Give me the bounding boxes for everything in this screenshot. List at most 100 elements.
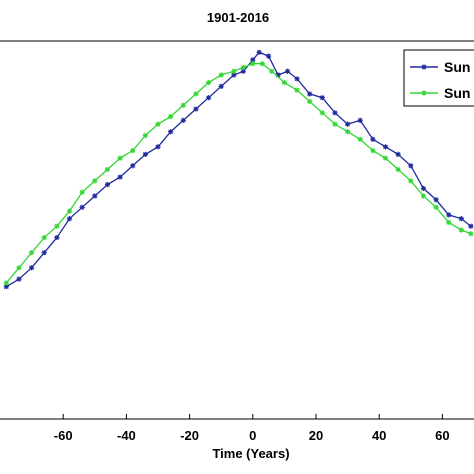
data-point bbox=[284, 68, 291, 74]
data-point bbox=[205, 79, 212, 86]
series-layer bbox=[3, 49, 474, 290]
data-point bbox=[231, 72, 237, 78]
x-tick-label: 60 bbox=[435, 428, 449, 443]
data-point bbox=[370, 148, 376, 154]
x-tick-label: 40 bbox=[372, 428, 386, 443]
data-point bbox=[54, 234, 60, 241]
data-point bbox=[240, 64, 246, 71]
legend-box bbox=[403, 49, 474, 107]
data-point bbox=[117, 155, 123, 161]
data-point bbox=[408, 163, 414, 169]
data-point bbox=[307, 98, 313, 105]
data-point bbox=[370, 136, 376, 142]
data-point bbox=[250, 57, 256, 63]
data-point bbox=[155, 144, 161, 150]
data-point bbox=[382, 155, 389, 161]
data-point bbox=[79, 204, 85, 210]
legend-label: Sun bbox=[444, 85, 470, 101]
data-point bbox=[468, 223, 474, 229]
data-point bbox=[29, 250, 35, 256]
data-point bbox=[319, 110, 325, 116]
data-point bbox=[130, 148, 136, 154]
data-point bbox=[269, 68, 275, 74]
data-point bbox=[259, 61, 265, 67]
data-point bbox=[193, 106, 199, 112]
data-point bbox=[168, 129, 174, 135]
data-point bbox=[54, 223, 60, 229]
plot-area bbox=[0, 40, 474, 420]
data-point bbox=[256, 49, 262, 55]
data-point bbox=[420, 185, 427, 192]
data-point bbox=[307, 91, 313, 97]
data-point bbox=[458, 216, 464, 222]
legend-label: Sun bbox=[444, 59, 470, 75]
data-point bbox=[29, 265, 35, 271]
data-point bbox=[168, 114, 174, 120]
x-tick-label: -60 bbox=[54, 428, 73, 443]
data-point bbox=[250, 61, 256, 67]
legend-marker bbox=[421, 64, 427, 70]
data-point bbox=[3, 280, 9, 286]
data-point bbox=[205, 95, 212, 101]
x-tick-label: -20 bbox=[180, 428, 199, 443]
data-point bbox=[180, 117, 186, 123]
data-point bbox=[193, 91, 199, 97]
data-point bbox=[16, 265, 22, 271]
data-point bbox=[41, 234, 47, 241]
data-point bbox=[240, 68, 246, 74]
data-point bbox=[92, 193, 98, 199]
data-point bbox=[218, 72, 224, 78]
x-tick-label: 0 bbox=[249, 428, 256, 443]
data-point bbox=[16, 276, 22, 282]
data-point bbox=[332, 110, 338, 116]
data-point bbox=[294, 87, 300, 93]
data-point bbox=[104, 182, 111, 188]
data-point bbox=[3, 284, 9, 290]
data-point bbox=[66, 216, 73, 222]
data-point bbox=[294, 76, 300, 82]
data-point bbox=[408, 178, 414, 184]
data-point bbox=[142, 132, 148, 139]
data-point bbox=[345, 121, 351, 127]
series-1 bbox=[3, 49, 474, 290]
data-point bbox=[446, 219, 452, 226]
x-tick-label: 20 bbox=[309, 428, 323, 443]
data-point bbox=[357, 136, 363, 142]
series-2 bbox=[3, 61, 474, 286]
legend: Sun Sun bbox=[403, 49, 474, 107]
chart-title: 1901-2016 bbox=[207, 10, 269, 25]
data-point bbox=[275, 72, 281, 78]
data-point bbox=[130, 163, 136, 169]
data-point bbox=[104, 166, 111, 173]
data-point bbox=[180, 102, 186, 108]
data-point bbox=[92, 178, 98, 184]
data-point bbox=[231, 68, 237, 74]
data-point bbox=[395, 151, 401, 157]
data-point bbox=[446, 212, 452, 218]
data-point bbox=[155, 121, 161, 127]
data-point bbox=[281, 79, 287, 86]
data-point bbox=[433, 197, 439, 203]
data-point bbox=[395, 166, 401, 173]
data-point bbox=[332, 121, 338, 127]
data-point bbox=[382, 144, 389, 150]
data-point bbox=[345, 129, 351, 135]
series-line bbox=[5, 51, 472, 288]
data-point bbox=[142, 151, 148, 157]
x-axis: -60 -40 -20 0 20 40 60 bbox=[54, 414, 450, 443]
data-point bbox=[420, 193, 427, 199]
data-point bbox=[266, 53, 272, 59]
legend-marker bbox=[421, 90, 427, 96]
x-axis-label: Time (Years) bbox=[212, 446, 289, 461]
data-point bbox=[319, 95, 325, 101]
data-point bbox=[66, 208, 73, 214]
data-point bbox=[433, 204, 439, 210]
data-point bbox=[468, 231, 474, 237]
data-point bbox=[458, 227, 464, 233]
data-point bbox=[41, 250, 47, 256]
data-point bbox=[117, 174, 123, 180]
data-point bbox=[357, 117, 363, 123]
data-point bbox=[218, 83, 224, 89]
series-line bbox=[5, 63, 472, 284]
